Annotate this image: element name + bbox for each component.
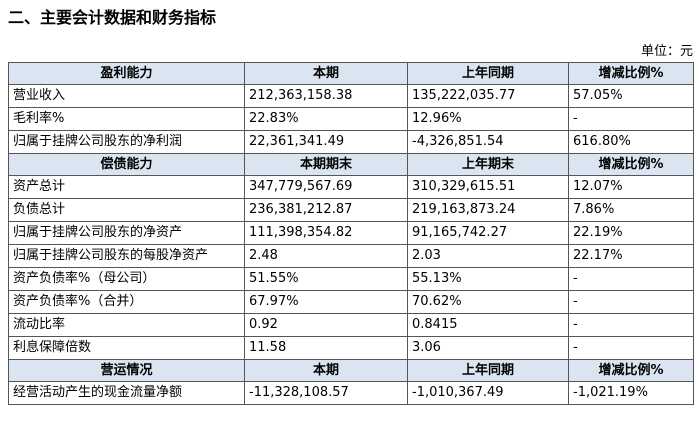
- header-cell: 偿债能力: [8, 153, 245, 176]
- data-row: 归属于挂牌公司股东的净利润 22,361,341.49 -4,326,851.54 6…: [8, 130, 694, 154]
- cell: 51.55%: [244, 267, 408, 291]
- cell: -: [568, 107, 694, 131]
- cell: 22.17%: [568, 244, 694, 268]
- cell: 55.13%: [407, 267, 569, 291]
- header-row: 偿债能力 本期期末 上年期末 增减比例%: [8, 153, 694, 176]
- data-row: 经营活动产生的现金流量净额 -11,328,108.57 -1,010,367.49…: [8, 381, 694, 405]
- cell: 资产负债率%（合并）: [8, 290, 245, 314]
- cell: 毛利率%: [8, 107, 245, 131]
- header-cell: 盈利能力: [8, 62, 245, 85]
- cell: 212,363,158.38: [244, 84, 408, 108]
- cell: 616.80%: [568, 130, 694, 154]
- cell: 2.03: [407, 244, 569, 268]
- data-row: 流动比率 0.92 0.8415-: [8, 313, 694, 337]
- cell: 219,163,873.24: [407, 198, 569, 222]
- cell: -: [568, 336, 694, 360]
- cell: 57.05%: [568, 84, 694, 108]
- data-row: 负债总计 236,381,212.87 219,163,873.24 7.86%: [8, 198, 694, 222]
- title: 二、主要会计数据和财务指标: [8, 8, 217, 27]
- header-cell: 营运情况: [8, 359, 245, 382]
- cell: 12.96%: [407, 107, 569, 131]
- cell: 归属于挂牌公司股东的每股净资产: [8, 244, 245, 268]
- cell: 营业收入: [8, 84, 245, 108]
- cell: 0.8415: [407, 313, 569, 337]
- data-row: 营业收入 212,363,158.38 135,222,035.77 57.05%: [8, 84, 694, 108]
- cell: 7.86%: [568, 198, 694, 222]
- cell: -4,326,851.54: [407, 130, 569, 154]
- cell: 111,398,354.82: [244, 221, 408, 245]
- cell: 11.58: [244, 336, 408, 360]
- cell: -1,010,367.49: [407, 381, 569, 405]
- header-row: 营运情况 本期 上年同期 增减比例%: [8, 359, 694, 382]
- unit: 单位：元: [640, 44, 693, 59]
- cell: -1,021.19%: [568, 381, 694, 405]
- cell: 流动比率: [8, 313, 245, 337]
- cell: 67.97%: [244, 290, 408, 314]
- data-row: 资产总计 347,779,567.69 310,329,615.51 12.07%: [8, 175, 694, 199]
- cell: 资产总计: [8, 175, 245, 199]
- cell: 利息保障倍数: [8, 336, 245, 360]
- header-cell: 本期: [244, 62, 408, 85]
- data-row: 归属于挂牌公司股东的净资产 111,398,354.82 91,165,742.27…: [8, 221, 694, 245]
- header-cell: 本期期末: [244, 153, 408, 176]
- cell: 91,165,742.27: [407, 221, 569, 245]
- header-cell: 上年同期: [407, 359, 569, 382]
- header-cell: 增减比例%: [568, 62, 694, 85]
- cell: 22,361,341.49: [244, 130, 408, 154]
- header-cell: 增减比例%: [568, 153, 694, 176]
- cell: -: [568, 290, 694, 314]
- cell: 3.06: [407, 336, 569, 360]
- data-row: 资产负债率%（合并） 67.97% 70.62% -: [8, 290, 694, 314]
- cell: 2.48: [244, 244, 408, 268]
- cell: -: [568, 267, 694, 291]
- data-row: 利息保障倍数 11.58 3.06-: [8, 336, 694, 360]
- cell: 22.19%: [568, 221, 694, 245]
- cell: 135,222,035.77: [407, 84, 569, 108]
- cell: 12.07%: [568, 175, 694, 199]
- cell: 负债总计: [8, 198, 245, 222]
- cell: 资产负债率%（母公司）: [8, 267, 245, 291]
- data-row: 毛利率% 22.83% 12.96% -: [8, 107, 694, 131]
- header-cell: 上年同期: [407, 62, 569, 85]
- data-row: 归属于挂牌公司股东的每股净资产 2.48 2.03 22.17%: [8, 244, 694, 268]
- data-row: 资产负债率%（母公司） 51.55% 55.13% -: [8, 267, 694, 291]
- cell: -11,328,108.57: [244, 381, 408, 405]
- header-row: 盈利能力 本期 上年同期 增减比例%: [8, 62, 694, 85]
- cell: 70.62%: [407, 290, 569, 314]
- cell: -: [568, 313, 694, 337]
- cell: 归属于挂牌公司股东的净资产: [8, 221, 245, 245]
- header-cell: 本期: [244, 359, 408, 382]
- header-cell: 增减比例%: [568, 359, 694, 382]
- cell: 236,381,212.87: [244, 198, 408, 222]
- table: 盈利能力 本期 上年同期 增减比例% 营业收入 212,363,158.38 135,222…: [8, 62, 694, 405]
- cell: 310,329,615.51: [407, 175, 569, 199]
- cell: 22.83%: [244, 107, 408, 131]
- cell: 347,779,567.69: [244, 175, 408, 199]
- cell: 经营活动产生的现金流量净额: [8, 381, 245, 405]
- cell: 归属于挂牌公司股东的净利润: [8, 130, 245, 154]
- cell: 0.92: [244, 313, 408, 337]
- header-cell: 上年期末: [407, 153, 569, 176]
